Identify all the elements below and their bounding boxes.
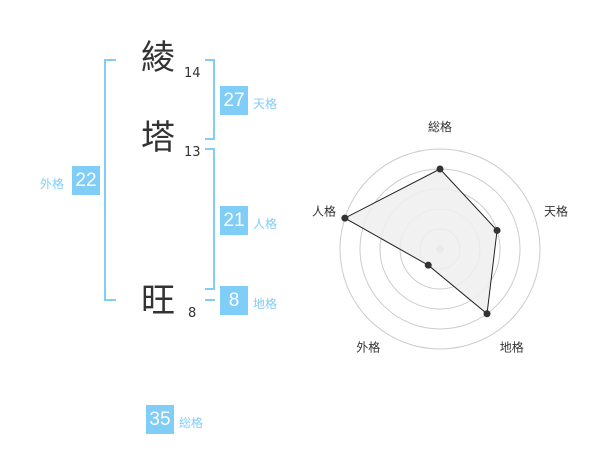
jinkaku-value: 21 — [220, 206, 248, 235]
name-char-1: 綾 — [141, 38, 175, 78]
soukaku-value: 35 — [146, 405, 174, 434]
axis-label: 天格 — [544, 203, 568, 218]
data-point — [436, 165, 444, 173]
chikaku-connector — [205, 299, 215, 301]
data-point — [483, 310, 491, 318]
stroke-count-3: 8 — [188, 306, 197, 321]
axis-label: 総格 — [428, 119, 452, 134]
chikaku-value: 8 — [220, 286, 248, 315]
chikaku-label: 地格 — [253, 297, 278, 311]
stroke-count-1: 14 — [184, 66, 201, 81]
soukaku-label: 総格 — [179, 416, 204, 430]
grid-ring — [339, 148, 541, 350]
jinkaku-label: 人格 — [253, 217, 278, 231]
tenkaku-label: 天格 — [253, 97, 278, 111]
axis-label: 外格 — [356, 340, 380, 355]
data-point — [424, 261, 432, 269]
data-point — [493, 226, 501, 234]
name-char-3: 旺 — [141, 281, 175, 321]
tenkaku-value: 27 — [220, 86, 248, 115]
data-point — [341, 214, 349, 222]
gaikaku-value: 22 — [72, 166, 100, 195]
axis-label: 地格 — [500, 340, 524, 355]
axis-label: 人格 — [312, 203, 336, 218]
stroke-count-2: 13 — [184, 145, 201, 160]
gaikaku-label: 外格 — [40, 177, 65, 191]
name-char-2: 塔 — [141, 118, 175, 158]
data-polygon — [343, 168, 498, 315]
